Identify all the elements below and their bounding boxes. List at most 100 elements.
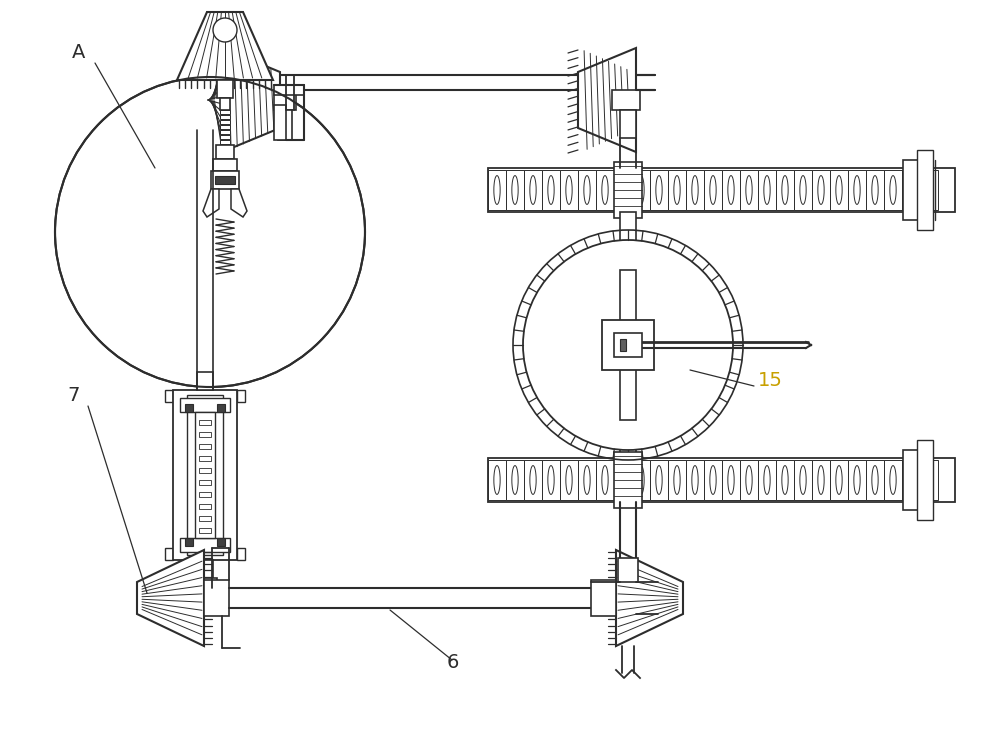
Polygon shape — [578, 48, 636, 152]
Bar — [217, 80, 233, 98]
Bar — [866, 170, 884, 210]
Bar — [902, 460, 920, 500]
Bar — [614, 162, 642, 218]
Bar — [758, 460, 776, 500]
Bar — [602, 320, 654, 370]
Bar — [542, 460, 560, 500]
Bar — [274, 85, 304, 95]
Bar — [195, 412, 215, 538]
Polygon shape — [616, 550, 683, 646]
Bar — [620, 212, 636, 270]
Bar — [199, 468, 211, 473]
Bar — [220, 140, 230, 144]
Bar — [506, 460, 524, 500]
Bar — [274, 90, 296, 110]
Bar — [197, 560, 213, 578]
Bar — [866, 460, 884, 500]
Bar — [215, 176, 235, 184]
Bar — [917, 150, 933, 230]
Bar — [213, 159, 237, 171]
Bar — [620, 339, 626, 351]
Bar — [620, 270, 636, 420]
Polygon shape — [177, 12, 273, 80]
Bar — [812, 170, 830, 210]
Bar — [578, 170, 596, 210]
Bar — [596, 460, 614, 500]
Bar — [722, 460, 740, 500]
Bar — [794, 460, 812, 500]
Bar — [560, 170, 578, 210]
Bar — [216, 145, 234, 159]
Bar — [220, 125, 230, 129]
Bar — [180, 538, 230, 552]
Bar — [722, 170, 740, 210]
Bar — [591, 580, 616, 616]
Bar — [274, 105, 286, 140]
Bar — [794, 170, 812, 210]
Bar — [614, 452, 642, 508]
Bar — [614, 170, 632, 210]
Bar — [220, 135, 230, 139]
Bar — [488, 168, 955, 212]
Bar — [185, 538, 193, 546]
Bar — [903, 160, 933, 220]
Bar — [165, 548, 173, 560]
Bar — [211, 171, 239, 189]
Bar — [506, 170, 524, 210]
Bar — [620, 420, 636, 500]
Bar — [197, 372, 213, 390]
Bar — [650, 170, 668, 210]
Bar — [217, 404, 225, 412]
Bar — [776, 460, 794, 500]
Bar — [620, 230, 636, 460]
Circle shape — [540, 257, 716, 433]
Bar — [199, 444, 211, 449]
Bar — [542, 170, 560, 210]
Bar — [848, 460, 866, 500]
Bar — [830, 460, 848, 500]
Bar — [199, 456, 211, 461]
Bar — [917, 440, 933, 520]
Bar — [237, 390, 245, 402]
Bar — [220, 98, 230, 110]
Polygon shape — [203, 189, 219, 217]
Bar — [668, 170, 686, 210]
Bar — [237, 548, 245, 560]
Bar — [185, 404, 193, 412]
Bar — [902, 170, 920, 210]
Bar — [596, 170, 614, 210]
Bar — [920, 170, 938, 210]
Bar — [830, 170, 848, 210]
Bar — [686, 170, 704, 210]
Bar — [620, 110, 636, 138]
Bar — [612, 90, 640, 110]
Bar — [632, 170, 650, 210]
Bar — [884, 170, 902, 210]
Polygon shape — [231, 189, 247, 217]
Bar — [848, 170, 866, 210]
Bar — [488, 460, 506, 500]
Circle shape — [213, 18, 237, 42]
Bar — [193, 578, 217, 588]
Bar — [704, 460, 722, 500]
Bar — [668, 460, 686, 500]
Bar — [884, 460, 902, 500]
Bar — [686, 460, 704, 500]
Bar — [173, 390, 237, 560]
Bar — [632, 460, 650, 500]
Bar — [578, 460, 596, 500]
Bar — [560, 460, 578, 500]
Bar — [488, 170, 506, 210]
Bar — [740, 460, 758, 500]
Polygon shape — [137, 550, 204, 646]
Bar — [199, 420, 211, 425]
Bar — [650, 460, 668, 500]
Bar — [220, 120, 230, 124]
Bar — [812, 460, 830, 500]
Bar — [199, 516, 211, 521]
Bar — [614, 333, 642, 357]
Bar — [165, 390, 173, 402]
Text: A: A — [72, 43, 85, 62]
Bar — [199, 504, 211, 509]
Bar — [199, 432, 211, 437]
